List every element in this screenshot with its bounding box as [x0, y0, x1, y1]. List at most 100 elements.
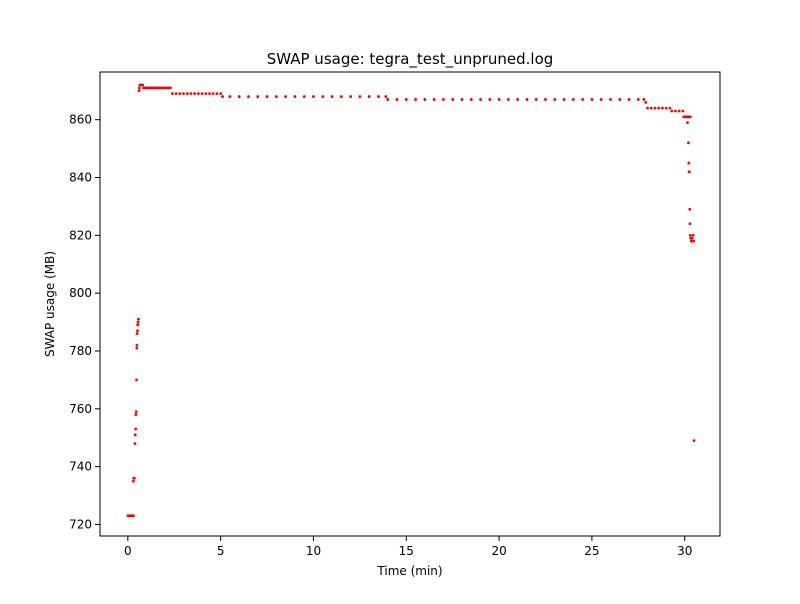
data-point [228, 95, 232, 98]
x-tick-label: 10 [306, 544, 321, 558]
data-point [692, 439, 696, 442]
data-point [432, 98, 436, 101]
data-point [571, 98, 575, 101]
data-point [215, 92, 219, 96]
data-point [208, 92, 211, 96]
data-point [135, 343, 139, 347]
data-point [135, 378, 138, 382]
data-point [690, 236, 694, 240]
data-point [649, 106, 653, 110]
data-point [193, 92, 197, 96]
data-point [200, 92, 204, 96]
axis-layer: 0 5 10 15 20 25 30 720 740 760 780 800 820 840 860 [69, 71, 721, 558]
data-point [686, 121, 689, 124]
data-point [664, 106, 668, 110]
y-tick-label: 740 [69, 460, 92, 474]
data-point [688, 233, 692, 237]
data-point [688, 222, 692, 226]
y-tick-label: 840 [69, 171, 92, 185]
data-point [247, 95, 250, 98]
data-point [653, 106, 657, 110]
data-point [668, 106, 672, 110]
data-point [691, 233, 695, 237]
x-tick-label: 0 [124, 544, 132, 558]
data-point [302, 95, 306, 98]
data-point [189, 92, 193, 96]
data-point [182, 92, 185, 96]
data-point [661, 106, 664, 110]
data-point [134, 413, 138, 416]
x-tick-label: 15 [399, 544, 414, 558]
data-point [488, 98, 492, 101]
y-tick-label: 800 [69, 286, 92, 300]
data-point [256, 95, 260, 98]
data-point [221, 95, 224, 98]
data-point [133, 433, 137, 437]
x-tick-label: 20 [491, 544, 506, 558]
data-point [657, 106, 661, 110]
data-point [627, 98, 631, 101]
x-tick-label: 25 [584, 544, 599, 558]
data-point [133, 442, 137, 445]
data-point [688, 115, 692, 119]
y-tick-label: 820 [69, 228, 92, 242]
data-point [178, 92, 182, 96]
data-point [646, 106, 649, 110]
data-point [689, 239, 693, 243]
data-point [174, 92, 178, 96]
y-tick-label: 860 [69, 113, 92, 127]
data-point [644, 100, 648, 104]
x-tick-label: 5 [217, 544, 225, 558]
y-tick-label: 720 [69, 517, 92, 531]
data-point [670, 109, 674, 113]
data-point [237, 95, 241, 98]
data-point [674, 109, 677, 113]
data-point [384, 95, 388, 98]
data-point [135, 346, 139, 350]
data-point [137, 89, 141, 93]
data-point [681, 109, 685, 113]
x-axis-label: Time (min) [376, 564, 442, 578]
data-point [265, 95, 269, 98]
data-point [506, 98, 510, 101]
data-point [132, 479, 135, 483]
data-point [169, 86, 172, 90]
data-point [553, 98, 557, 101]
data-point [132, 476, 136, 480]
data-point [469, 98, 473, 101]
data-point [135, 332, 139, 336]
data-point [516, 98, 520, 101]
data-point [687, 170, 691, 174]
data-point [211, 92, 215, 96]
data-point [137, 317, 140, 321]
y-tick-label: 780 [69, 344, 92, 358]
data-point [687, 141, 690, 145]
data-point [134, 410, 138, 414]
data-point [349, 95, 352, 98]
data-point [618, 98, 622, 101]
data-point [132, 514, 135, 518]
data-point [321, 95, 325, 98]
data-point [293, 95, 297, 98]
data-point [196, 92, 200, 96]
y-axis-label: SWAP usage (MB) [43, 251, 57, 357]
data-point [137, 86, 141, 90]
data-point [442, 98, 445, 101]
data-point [642, 98, 646, 101]
data-point [692, 239, 696, 243]
data-point [599, 98, 603, 101]
data-point [395, 98, 399, 101]
data-point [581, 98, 585, 101]
data-point [451, 98, 455, 101]
data-point [136, 323, 140, 327]
data-point [185, 92, 189, 96]
data-point [367, 95, 371, 98]
data-point [590, 98, 594, 101]
data-point [479, 98, 482, 101]
data-point [687, 161, 691, 165]
data-point [544, 98, 547, 101]
plot-layer [126, 83, 696, 518]
data-point [525, 98, 529, 101]
